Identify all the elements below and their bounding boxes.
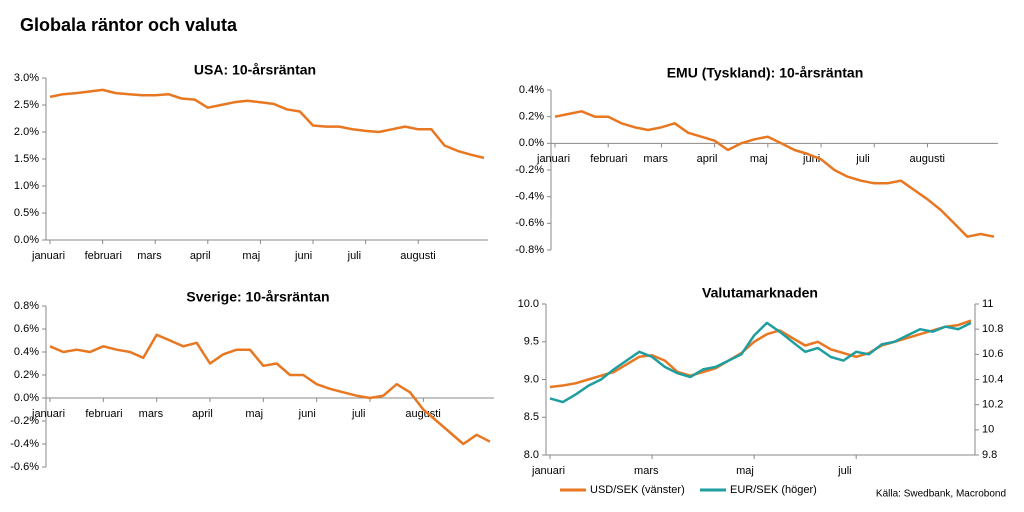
y-tick-label: 8.0 xyxy=(524,449,539,461)
y-tick-label: 0.0% xyxy=(519,137,544,149)
x-tick-label: januari xyxy=(31,408,65,420)
y2-tick-label: 10.8 xyxy=(982,323,1003,335)
y-tick-label: 8.5 xyxy=(524,411,539,423)
y-tick-label: 0.0% xyxy=(14,234,39,246)
y-tick-label: 0.2% xyxy=(519,111,544,123)
y-tick-label: -0.6% xyxy=(10,461,39,473)
x-tick-label: augusti xyxy=(909,153,944,165)
series-line xyxy=(549,321,972,404)
y2-tick-label: 10.4 xyxy=(982,373,1003,385)
x-tick-label: augusti xyxy=(400,250,435,262)
chart-title: USA: 10-årsräntan xyxy=(194,62,316,78)
y2-tick-label: 9.8 xyxy=(982,449,997,461)
series-line xyxy=(554,110,995,238)
y-tick-label: -0.8% xyxy=(515,244,544,256)
legend-label: EUR/SEK (höger) xyxy=(730,484,817,496)
y-tick-label: 9.5 xyxy=(524,336,539,348)
y-tick-label: 0.6% xyxy=(14,323,39,335)
x-tick-label: mars xyxy=(139,408,164,420)
x-tick-label: maj xyxy=(245,408,263,420)
x-tick-label: april xyxy=(192,408,213,420)
chart-title: EMU (Tyskland): 10-årsräntan xyxy=(667,65,864,81)
y-tick-label: 2.5% xyxy=(14,99,39,111)
x-tick-label: juli xyxy=(351,408,365,420)
x-tick-label: maj xyxy=(736,465,754,477)
source: Källa: Swedbank, Macrobond xyxy=(876,489,1006,500)
page-title: Globala räntor och valuta xyxy=(20,15,238,35)
y2-tick-label: 10.6 xyxy=(982,348,1003,360)
x-tick-label: januari xyxy=(531,465,565,477)
x-tick-label: mars xyxy=(634,465,659,477)
x-tick-label: mars xyxy=(137,250,162,262)
y-tick-label: 0.4% xyxy=(14,346,39,358)
x-tick-label: juli xyxy=(855,153,869,165)
y-tick-label: -0.4% xyxy=(10,438,39,450)
y-tick-label: -0.6% xyxy=(515,217,544,229)
y-tick-label: -0.2% xyxy=(515,164,544,176)
x-tick-label: april xyxy=(190,250,211,262)
y-tick-label: 10.0 xyxy=(518,298,539,310)
x-tick-label: januari xyxy=(31,250,65,262)
x-tick-label: februari xyxy=(85,250,122,262)
x-tick-label: juni xyxy=(298,408,316,420)
legend-label: USD/SEK (vänster) xyxy=(590,484,685,496)
x-tick-label: juli xyxy=(347,250,361,262)
y-tick-label: 0.4% xyxy=(519,84,544,96)
y2-tick-label: 10 xyxy=(982,424,994,436)
y-tick-label: 0.2% xyxy=(14,369,39,381)
chart-title: Sverige: 10-årsräntan xyxy=(186,289,329,305)
x-tick-label: juni xyxy=(294,250,312,262)
x-tick-label: juli xyxy=(837,465,851,477)
x-tick-label: februari xyxy=(85,408,122,420)
y-tick-label: 0.8% xyxy=(14,300,39,312)
y-tick-label: 0.5% xyxy=(14,207,39,219)
y-tick-label: 3.0% xyxy=(14,72,39,84)
y-tick-label: 1.0% xyxy=(14,180,39,192)
x-tick-label: april xyxy=(697,153,718,165)
series-line xyxy=(49,88,485,160)
y-tick-label: -0.2% xyxy=(10,415,39,427)
x-tick-label: januari xyxy=(536,153,570,165)
x-tick-label: maj xyxy=(750,153,768,165)
x-tick-label: maj xyxy=(242,250,260,262)
y-tick-label: 0.0% xyxy=(14,392,39,404)
y2-tick-label: 11 xyxy=(982,298,993,310)
x-tick-label: februari xyxy=(590,153,627,165)
x-tick-label: mars xyxy=(643,153,668,165)
chart-title: Valutamarknaden xyxy=(702,285,818,301)
y2-tick-label: 10.2 xyxy=(982,399,1003,411)
series-line xyxy=(49,333,491,446)
y-tick-label: 2.0% xyxy=(14,126,39,138)
y-tick-label: 1.5% xyxy=(14,153,39,165)
y-tick-label: 9.0 xyxy=(524,373,539,385)
y-tick-label: -0.4% xyxy=(515,191,544,203)
